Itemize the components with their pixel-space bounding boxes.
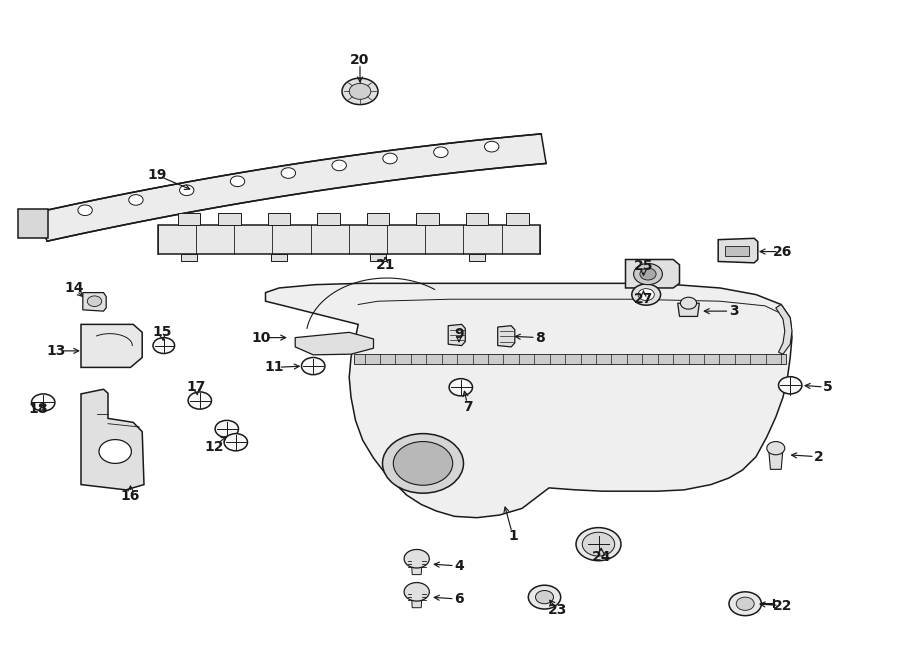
Text: 5: 5 [824,380,832,395]
Text: 26: 26 [773,244,793,259]
Circle shape [536,591,554,604]
Circle shape [302,357,325,375]
Polygon shape [448,324,465,346]
Bar [158,225,540,254]
Polygon shape [498,326,515,347]
Text: 27: 27 [634,292,653,307]
Polygon shape [626,260,680,288]
Text: 19: 19 [148,168,167,183]
Circle shape [281,167,295,178]
Text: 9: 9 [454,327,464,342]
Polygon shape [81,324,142,367]
Bar [177,213,200,225]
Text: 24: 24 [591,550,611,565]
Circle shape [680,297,697,309]
Bar [370,254,386,261]
Circle shape [767,442,785,455]
Polygon shape [81,389,144,490]
Text: 15: 15 [152,325,172,340]
Text: 13: 13 [46,344,66,358]
Polygon shape [83,293,106,311]
Text: 8: 8 [536,330,544,345]
Text: 16: 16 [121,489,140,504]
Text: 21: 21 [375,258,395,272]
Polygon shape [769,448,783,469]
Circle shape [382,153,397,164]
Circle shape [224,434,248,451]
Circle shape [404,583,429,601]
Text: 6: 6 [454,592,464,606]
Bar [354,354,786,364]
Text: 10: 10 [251,330,271,345]
Circle shape [449,379,473,396]
Bar [271,254,287,261]
Text: 14: 14 [64,281,84,295]
Circle shape [87,296,102,307]
Circle shape [634,263,662,285]
Circle shape [778,377,802,394]
Polygon shape [411,559,422,575]
Text: 4: 4 [454,559,464,573]
Bar [181,254,197,261]
Circle shape [332,160,347,171]
Circle shape [576,528,621,561]
Circle shape [434,147,448,158]
Circle shape [188,392,212,409]
Circle shape [78,205,93,216]
Bar [218,213,241,225]
Circle shape [582,532,615,556]
Circle shape [99,440,131,463]
Text: 23: 23 [548,603,568,618]
Polygon shape [266,283,792,518]
Text: 18: 18 [28,402,48,416]
Polygon shape [411,592,422,608]
Text: 7: 7 [464,400,472,414]
Circle shape [638,289,654,301]
Circle shape [179,185,194,195]
Circle shape [153,338,175,354]
Polygon shape [678,303,699,316]
Text: 11: 11 [265,360,284,375]
Text: 1: 1 [508,529,518,544]
Polygon shape [295,332,373,355]
Bar [466,213,489,225]
Circle shape [129,195,143,205]
Text: 20: 20 [350,52,370,67]
Circle shape [484,142,499,152]
Circle shape [528,585,561,609]
Circle shape [230,176,245,187]
Circle shape [640,268,656,280]
Bar [367,213,389,225]
Circle shape [736,597,754,610]
Circle shape [393,442,453,485]
Text: 17: 17 [186,380,206,395]
Bar [268,213,290,225]
Text: 2: 2 [814,449,824,464]
Circle shape [729,592,761,616]
Text: 25: 25 [634,259,653,273]
Circle shape [349,83,371,99]
Circle shape [382,434,464,493]
Polygon shape [35,134,546,241]
Text: 3: 3 [729,304,738,318]
Polygon shape [18,209,48,238]
Circle shape [632,284,661,305]
Polygon shape [776,305,792,354]
Bar [317,213,340,225]
Polygon shape [718,238,758,263]
Circle shape [215,420,238,438]
Text: 22: 22 [773,598,793,613]
Bar [725,246,749,256]
Circle shape [342,78,378,105]
Bar [469,254,485,261]
Circle shape [32,394,55,411]
Bar [416,213,438,225]
Text: 12: 12 [204,440,224,454]
Bar [506,213,529,225]
Circle shape [404,549,429,568]
